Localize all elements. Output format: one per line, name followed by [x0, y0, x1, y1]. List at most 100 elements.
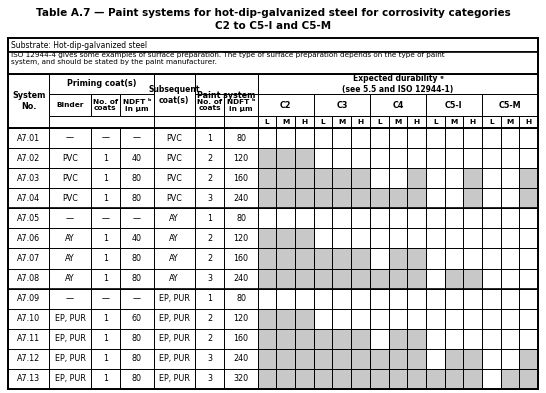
Bar: [153, 369, 195, 389]
Bar: [370, 329, 389, 349]
Bar: [295, 116, 314, 128]
Bar: [8, 38, 538, 52]
Bar: [120, 329, 153, 349]
Bar: [351, 228, 370, 248]
Text: 2: 2: [207, 234, 212, 243]
Text: PVC: PVC: [62, 174, 78, 183]
Text: A7.12: A7.12: [17, 354, 40, 364]
Bar: [426, 148, 444, 168]
Bar: [519, 268, 538, 288]
Bar: [407, 329, 426, 349]
Text: 240: 240: [234, 274, 248, 283]
Bar: [314, 188, 333, 208]
Bar: [351, 369, 370, 389]
Text: A7.06: A7.06: [17, 234, 40, 243]
Bar: [195, 208, 224, 228]
Bar: [295, 168, 314, 188]
Bar: [120, 228, 153, 248]
Bar: [8, 268, 49, 288]
Bar: [519, 116, 538, 128]
Bar: [153, 116, 195, 128]
Bar: [195, 309, 224, 329]
Bar: [195, 148, 224, 168]
Bar: [333, 309, 351, 329]
Bar: [314, 148, 333, 168]
Bar: [389, 349, 407, 369]
Bar: [8, 248, 49, 268]
Bar: [351, 329, 370, 349]
Text: 3: 3: [207, 375, 212, 384]
Text: 40: 40: [132, 154, 142, 163]
Text: M: M: [338, 119, 346, 125]
Bar: [258, 148, 276, 168]
Text: 1: 1: [103, 274, 108, 283]
Bar: [501, 349, 519, 369]
Bar: [195, 288, 224, 309]
Bar: [314, 349, 333, 369]
Text: 1: 1: [103, 254, 108, 263]
Bar: [153, 309, 195, 329]
Text: H: H: [470, 119, 476, 125]
Text: M: M: [282, 119, 289, 125]
Bar: [463, 208, 482, 228]
Bar: [333, 188, 351, 208]
Bar: [463, 349, 482, 369]
Bar: [295, 329, 314, 349]
Text: A7.04: A7.04: [17, 194, 40, 203]
Bar: [258, 168, 276, 188]
Bar: [224, 208, 258, 228]
Text: 40: 40: [132, 234, 142, 243]
Text: 160: 160: [234, 334, 248, 343]
Bar: [91, 349, 120, 369]
Bar: [276, 168, 295, 188]
Bar: [49, 188, 91, 208]
Bar: [389, 208, 407, 228]
Text: A7.03: A7.03: [17, 174, 40, 183]
Text: EP, PUR: EP, PUR: [159, 314, 189, 323]
Bar: [49, 268, 91, 288]
Bar: [463, 148, 482, 168]
Text: 160: 160: [234, 254, 248, 263]
Bar: [49, 369, 91, 389]
Bar: [370, 349, 389, 369]
Bar: [8, 288, 49, 309]
Bar: [426, 248, 444, 268]
Text: M: M: [450, 119, 458, 125]
Text: 1: 1: [207, 134, 212, 143]
Bar: [407, 268, 426, 288]
Bar: [482, 349, 501, 369]
Text: 80: 80: [132, 254, 142, 263]
Text: C5-M: C5-M: [498, 101, 521, 110]
Bar: [370, 116, 389, 128]
Bar: [224, 288, 258, 309]
Bar: [8, 228, 49, 248]
Text: EP, PUR: EP, PUR: [159, 294, 189, 303]
Bar: [444, 349, 463, 369]
Text: NDFT ᵇ
in μm: NDFT ᵇ in μm: [227, 99, 256, 112]
Bar: [426, 288, 444, 309]
Bar: [463, 309, 482, 329]
Bar: [153, 74, 195, 116]
Bar: [463, 168, 482, 188]
Bar: [195, 188, 224, 208]
Bar: [120, 309, 153, 329]
Bar: [389, 248, 407, 268]
Bar: [8, 168, 49, 188]
Bar: [314, 116, 333, 128]
Bar: [276, 309, 295, 329]
Bar: [501, 329, 519, 349]
Text: C4: C4: [392, 101, 403, 110]
Bar: [195, 74, 258, 116]
Text: —: —: [66, 294, 74, 303]
Bar: [463, 248, 482, 268]
Text: 3: 3: [207, 194, 212, 203]
Bar: [276, 128, 295, 148]
Bar: [258, 116, 276, 128]
Bar: [407, 349, 426, 369]
Bar: [444, 168, 463, 188]
Bar: [501, 369, 519, 389]
Bar: [276, 248, 295, 268]
Bar: [91, 208, 120, 228]
Bar: [333, 168, 351, 188]
Bar: [389, 268, 407, 288]
